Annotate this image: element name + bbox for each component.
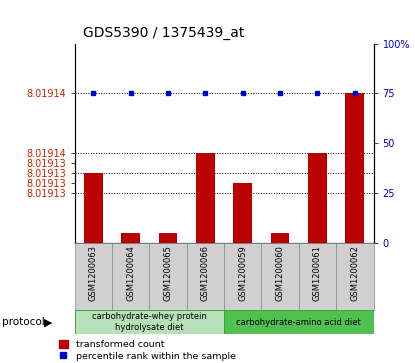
Text: GSM1200060: GSM1200060	[276, 245, 285, 301]
Text: ▶: ▶	[44, 317, 52, 327]
Bar	[84, 173, 103, 243]
Bar	[75, 243, 112, 310]
Bar	[299, 243, 336, 310]
Bar	[75, 310, 224, 334]
Bar	[187, 243, 224, 310]
Bar	[224, 310, 374, 334]
Bar	[112, 243, 149, 310]
Bar	[122, 233, 140, 243]
Text: GSM1200066: GSM1200066	[201, 245, 210, 301]
Text: GSM1200065: GSM1200065	[164, 245, 173, 301]
Text: GSM1200061: GSM1200061	[313, 245, 322, 301]
Bar	[336, 243, 374, 310]
Text: carbohydrate-amino acid diet: carbohydrate-amino acid diet	[237, 318, 361, 327]
Bar	[234, 183, 252, 243]
Text: GSM1200062: GSM1200062	[350, 245, 359, 301]
Bar	[308, 154, 327, 243]
Text: carbohydrate-whey protein
hydrolysate diet: carbohydrate-whey protein hydrolysate di…	[92, 313, 207, 332]
Bar	[149, 243, 187, 310]
Bar	[196, 154, 215, 243]
Bar	[159, 233, 178, 243]
Bar	[346, 93, 364, 243]
Legend: transformed count, percentile rank within the sample: transformed count, percentile rank withi…	[59, 340, 236, 361]
Text: GSM1200059: GSM1200059	[238, 245, 247, 301]
Text: GSM1200064: GSM1200064	[126, 245, 135, 301]
Bar	[224, 243, 261, 310]
Text: GDS5390 / 1375439_at: GDS5390 / 1375439_at	[83, 26, 244, 40]
Bar	[261, 243, 299, 310]
Text: GSM1200063: GSM1200063	[89, 245, 98, 301]
Bar	[271, 233, 290, 243]
Text: protocol: protocol	[2, 317, 45, 327]
